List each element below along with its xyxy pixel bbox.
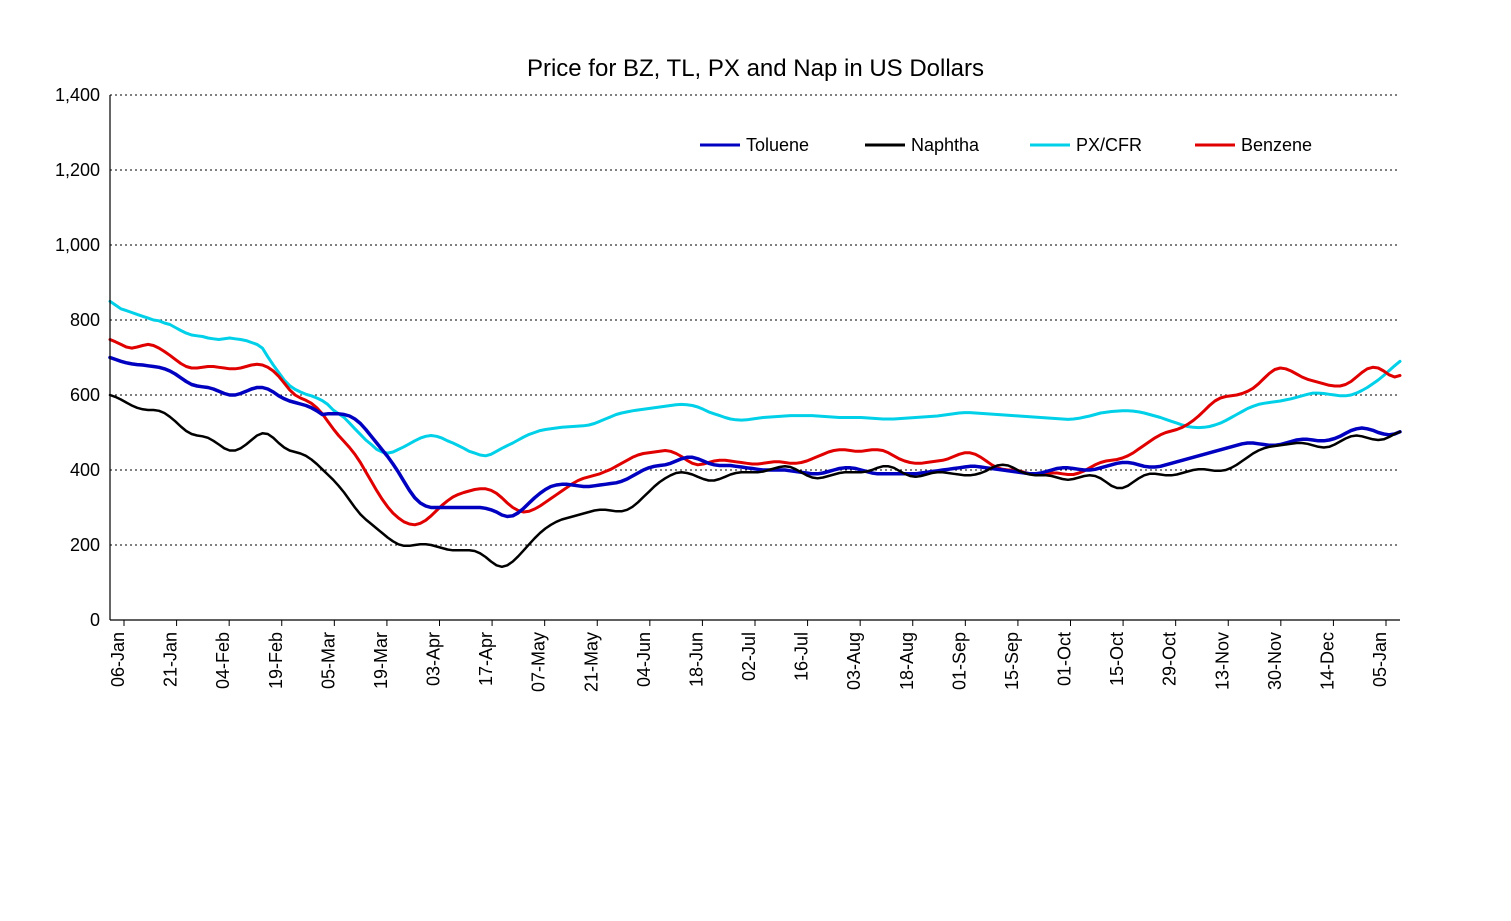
x-tick-label: 29-Oct — [1160, 632, 1180, 686]
y-tick-label: 800 — [70, 310, 100, 330]
x-tick-label: 19-Mar — [371, 632, 391, 689]
y-tick-label: 600 — [70, 385, 100, 405]
x-tick-label: 05-Jan — [1370, 632, 1390, 687]
x-tick-label: 17-Apr — [476, 632, 496, 686]
plot-background — [110, 95, 1400, 620]
x-tick-label: 21-Jan — [161, 632, 181, 687]
y-tick-label: 1,000 — [55, 235, 100, 255]
x-tick-label: 18-Aug — [897, 632, 917, 690]
x-tick-label: 13-Nov — [1212, 632, 1232, 690]
x-tick-label: 18-Jun — [686, 632, 706, 687]
x-tick-label: 02-Jul — [739, 632, 759, 681]
y-tick-label: 200 — [70, 535, 100, 555]
legend-label: Toluene — [746, 135, 809, 155]
legend-label: Benzene — [1241, 135, 1312, 155]
x-tick-label: 04-Jun — [634, 632, 654, 687]
x-tick-label: 04-Feb — [213, 632, 233, 689]
x-tick-label: 03-Apr — [424, 632, 444, 686]
x-tick-label: 01-Sep — [949, 632, 969, 690]
line-chart: 0 200 400 600 800 1,000 1,200 1,400 06-Jan 21-Jan… — [0, 0, 1511, 921]
y-tick-label: 0 — [90, 610, 100, 630]
x-tick-label: 16-Jul — [792, 632, 812, 681]
x-tick-label: 06-Jan — [108, 632, 128, 687]
y-tick-label: 1,200 — [55, 160, 100, 180]
x-tick-label: 15-Sep — [1002, 632, 1022, 690]
legend-label: Naphtha — [911, 135, 980, 155]
y-tick-label: 400 — [70, 460, 100, 480]
x-tick-label: 21-May — [581, 632, 601, 692]
x-tick-label: 03-Aug — [844, 632, 864, 690]
legend-label: PX/CFR — [1076, 135, 1142, 155]
x-tick-label: 07-May — [529, 632, 549, 692]
x-tick-label: 19-Feb — [266, 632, 286, 689]
x-tick-label: 30-Nov — [1265, 632, 1285, 690]
x-tick-label: 05-Mar — [318, 632, 338, 689]
x-tick-label: 14-Dec — [1317, 632, 1337, 690]
chart-page: { "chart": { "type": "line", "title": "P… — [0, 0, 1511, 921]
x-tick-label: 15-Oct — [1107, 632, 1127, 686]
x-tick-label: 01-Oct — [1055, 632, 1075, 686]
y-tick-label: 1,400 — [55, 85, 100, 105]
